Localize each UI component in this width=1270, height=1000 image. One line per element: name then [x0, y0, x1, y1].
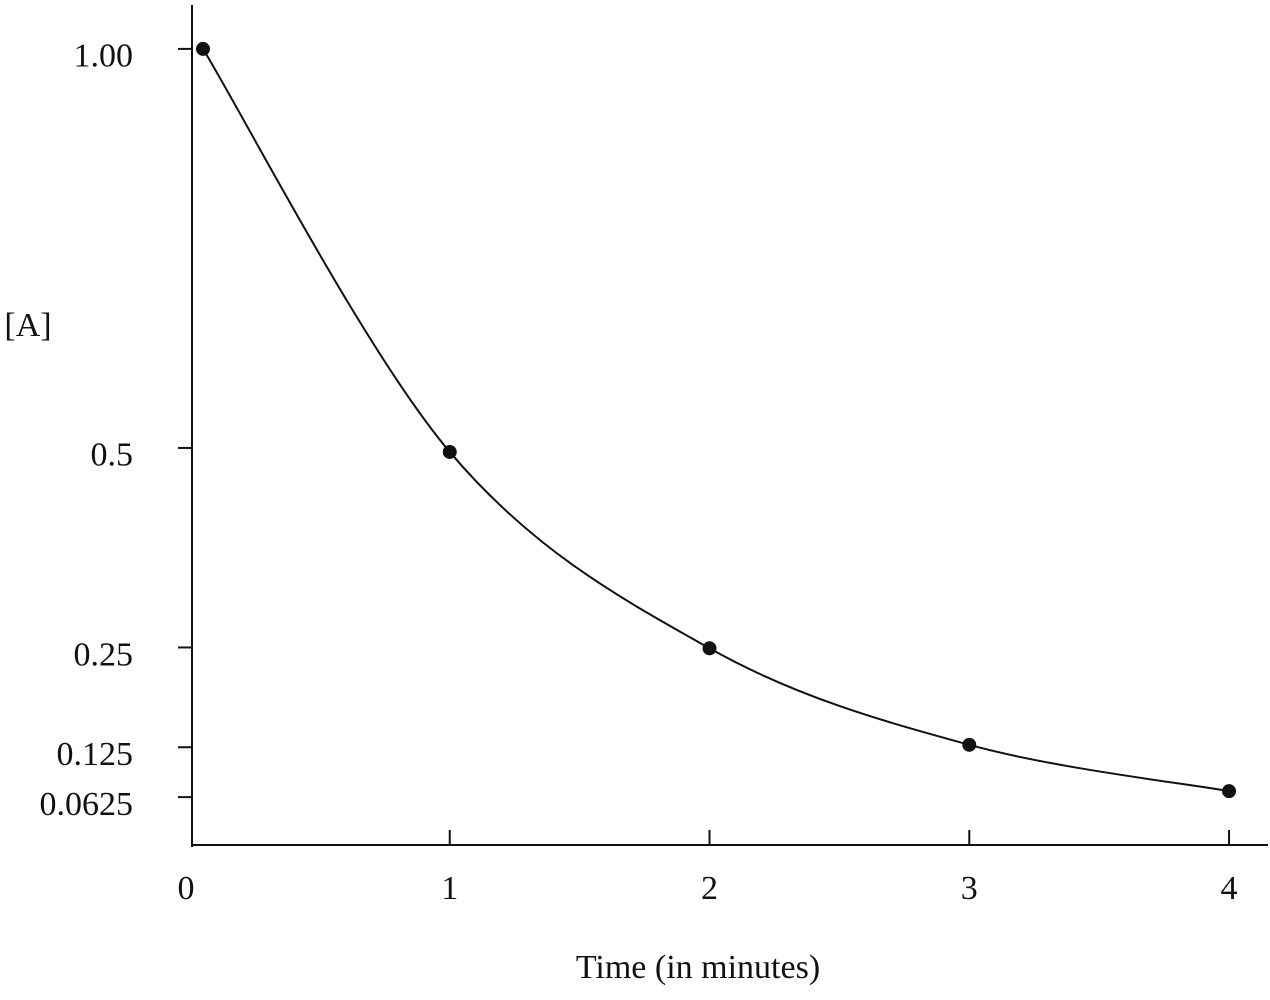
y-tick-label: 0.5 — [91, 437, 134, 474]
x-tick-label: 0 — [178, 870, 195, 907]
y-tick-label: 0.25 — [74, 636, 134, 673]
x-axis-label: Time (in minutes) — [576, 949, 820, 986]
point — [442, 444, 457, 459]
point — [1222, 784, 1237, 799]
y-axis-label: [A] — [4, 307, 51, 344]
point — [702, 641, 717, 656]
x-tick-label: 1 — [441, 870, 458, 907]
point — [962, 737, 977, 752]
y-tick-label: 1.00 — [74, 38, 134, 75]
x-tick-label: 4 — [1221, 870, 1238, 907]
point — [195, 41, 210, 56]
y-tick-label: 0.125 — [57, 736, 134, 773]
line — [202, 48, 1230, 793]
x-tick-label: 3 — [961, 870, 978, 907]
y-tick-label: 0.0625 — [40, 786, 134, 823]
x-tick-label: 2 — [701, 870, 718, 907]
